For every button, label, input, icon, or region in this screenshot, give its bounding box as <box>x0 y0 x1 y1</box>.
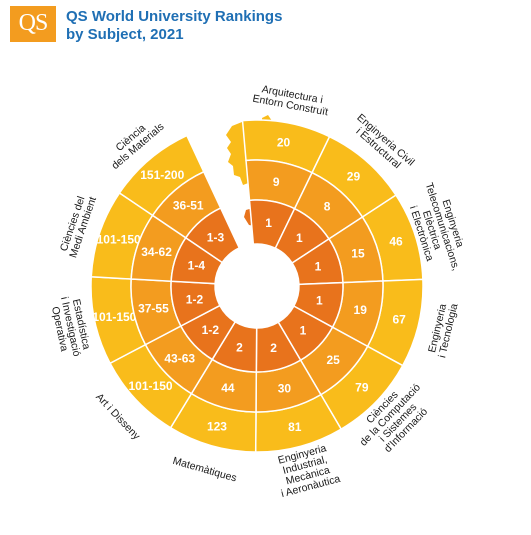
value-middle-6: 44 <box>221 381 235 395</box>
value-middle-3: 19 <box>354 303 368 317</box>
value-inner-8: 1-2 <box>186 293 204 307</box>
subject-label-line: Matemàtiques <box>171 455 238 485</box>
value-middle-10: 36-51 <box>173 198 204 212</box>
title-line-2: by Subject, 2021 <box>66 26 184 43</box>
value-inner-0: 1 <box>265 216 272 230</box>
value-inner-7: 1-2 <box>202 323 220 337</box>
value-outer-3: 67 <box>392 312 406 326</box>
value-outer-6: 123 <box>207 419 227 433</box>
value-middle-9: 34-62 <box>141 245 172 259</box>
value-inner-3: 1 <box>316 294 323 308</box>
value-outer-10: 151-200 <box>140 168 184 182</box>
value-outer-8: 101-150 <box>92 310 136 324</box>
value-inner-5: 2 <box>270 341 277 355</box>
title-line-1: QS World University Rankings <box>66 8 283 25</box>
qs-logo: QS <box>10 6 56 42</box>
center-hole <box>216 245 298 327</box>
value-outer-5: 81 <box>288 420 302 434</box>
value-middle-1: 8 <box>324 199 331 213</box>
value-inner-9: 1-4 <box>188 259 206 273</box>
value-middle-5: 30 <box>278 381 292 395</box>
value-outer-7: 101-150 <box>129 379 173 393</box>
value-outer-1: 29 <box>347 169 361 183</box>
value-outer-0: 20 <box>277 135 291 149</box>
value-outer-4: 79 <box>355 381 369 395</box>
value-middle-7: 43-63 <box>164 352 195 366</box>
value-outer-9: 101-150 <box>97 232 141 246</box>
value-inner-6: 2 <box>236 341 243 355</box>
value-middle-4: 25 <box>326 353 340 367</box>
segment-inner-ring-10 <box>184 207 241 264</box>
value-middle-8: 37-55 <box>138 302 169 316</box>
value-middle-0: 9 <box>273 175 280 189</box>
value-outer-2: 46 <box>389 235 403 249</box>
value-inner-2: 1 <box>315 260 322 274</box>
subject-label-6: Matemàtiques <box>171 455 238 485</box>
value-inner-10: 1-3 <box>207 230 225 244</box>
page-title: QS World University Rankings by Subject,… <box>66 8 282 44</box>
value-inner-1: 1 <box>296 231 303 245</box>
value-middle-2: 15 <box>351 247 365 261</box>
value-inner-4: 1 <box>300 324 307 338</box>
